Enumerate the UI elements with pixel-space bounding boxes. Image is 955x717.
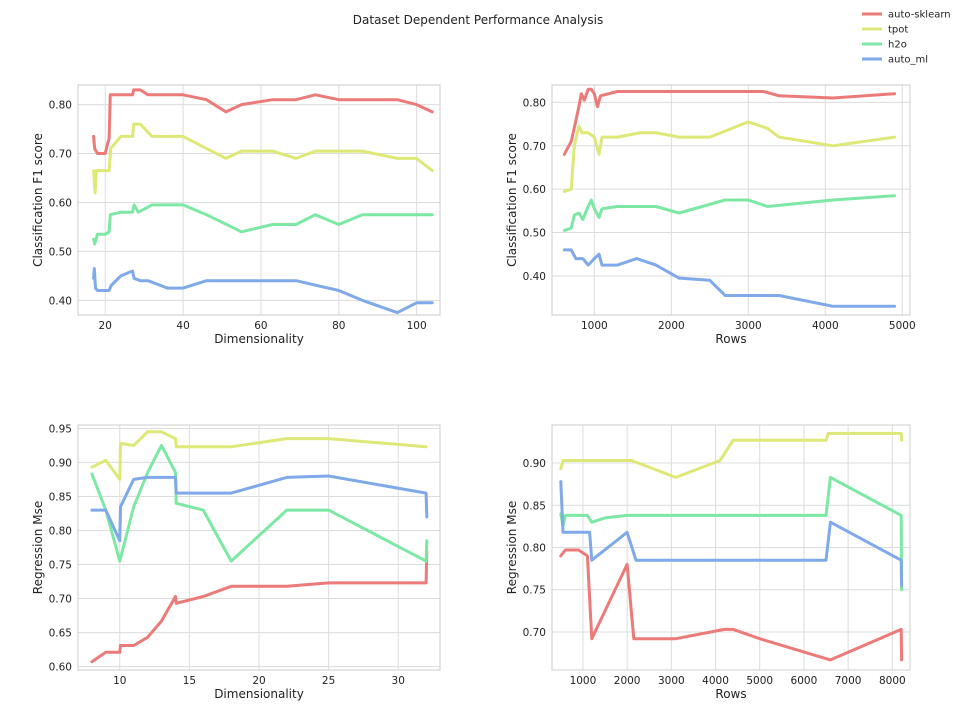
x-tick-label: 6000 [791, 675, 818, 687]
y-tick-label: 0.95 [49, 423, 72, 435]
x-tick-label: 8000 [879, 675, 906, 687]
series-group [559, 431, 904, 662]
x-tick-label: 2000 [658, 320, 685, 332]
series-line-tpot [559, 431, 904, 479]
legend-label-auto_ml: auto_ml [888, 55, 928, 66]
series-line-tpot [562, 120, 897, 193]
legend-label-h2o: h2o [888, 40, 907, 51]
x-axis-label: Rows [715, 687, 746, 701]
legend-label-auto-sklearn: auto-sklearn [888, 10, 951, 21]
chart-panel-1: 20 40 60 80 100 0.40 0.50 0.60 0.70 0.80 Dimension… [31, 84, 441, 346]
x-tick-label: 2000 [614, 675, 641, 687]
y-tick-label: 0.75 [523, 585, 546, 597]
series-line-auto_ml [559, 480, 904, 587]
x-tick-label: 60 [254, 320, 267, 332]
y-tick-label: 0.50 [49, 246, 72, 258]
y-axis-label: Classification F1 score [505, 133, 519, 267]
series-line-auto_ml [90, 474, 429, 543]
y-tick-label: 0.90 [49, 457, 72, 469]
x-tick-label: 7000 [835, 675, 862, 687]
y-tick-label: 0.65 [49, 628, 72, 640]
y-tick-label: 0.75 [49, 560, 72, 572]
series-line-auto-sklearn [562, 87, 897, 156]
y-tick-label: 0.60 [523, 184, 546, 196]
legend-label-tpot: tpot [888, 25, 908, 36]
series-line-h2o [92, 203, 434, 246]
x-axis-label: Dimensionality [214, 687, 304, 701]
y-tick-label: 0.60 [49, 197, 72, 209]
figure-title: Dataset Dependent Performance Analysis [353, 13, 603, 27]
y-tick-label: 0.80 [49, 525, 72, 537]
chart-panel-4: 1000 2000 3000 4000 5000 6000 7000 8000 0.70 0.75… [505, 424, 911, 701]
x-tick-label: 1000 [581, 320, 608, 332]
x-tick-label: 15 [183, 675, 196, 687]
series-group [562, 87, 897, 308]
chart-panel-3: 10 15 20 25 30 0.60 0.65 0.70 0.75 0.80 0.85 0.90 0.… [31, 423, 441, 701]
x-tick-label: 4000 [812, 320, 839, 332]
series-line-h2o [559, 475, 904, 592]
y-tick-label: 0.60 [49, 662, 72, 674]
charts-container: 20 40 60 80 100 0.40 0.50 0.60 0.70 0.80 Dimension… [31, 84, 916, 701]
plot-frame [77, 424, 441, 671]
y-tick-label: 0.70 [523, 627, 546, 639]
x-tick-label: 1000 [570, 675, 597, 687]
y-tick-label: 0.85 [523, 500, 546, 512]
y-tick-label: 0.50 [523, 228, 546, 240]
x-axis-label: Rows [715, 332, 746, 346]
x-tick-label: 20 [99, 320, 112, 332]
y-tick-label: 0.90 [523, 458, 546, 470]
y-tick-label: 0.70 [49, 149, 72, 161]
series-group [90, 430, 429, 664]
x-tick-label: 100 [407, 320, 427, 332]
x-axis-label: Dimensionality [214, 332, 304, 346]
series-line-auto-sklearn [90, 549, 429, 664]
series-line-h2o [562, 194, 897, 232]
x-tick-label: 30 [392, 675, 405, 687]
x-tick-label: 3000 [735, 320, 762, 332]
y-axis-label: Regression Mse [31, 501, 45, 594]
y-tick-label: 0.40 [49, 295, 72, 307]
series-line-tpot [90, 430, 428, 481]
x-tick-label: 10 [113, 675, 126, 687]
legend: auto-sklearn tpot h2o auto_ml [862, 10, 951, 66]
x-tick-label: 20 [252, 675, 265, 687]
series-line-auto_ml [562, 248, 897, 308]
x-tick-label: 80 [332, 320, 345, 332]
plot-frame [551, 84, 911, 316]
y-tick-label: 0.70 [49, 594, 72, 606]
y-tick-label: 0.70 [523, 141, 546, 153]
series-group [92, 88, 434, 315]
y-axis-label: Regression Mse [505, 501, 519, 594]
series-line-auto-sklearn [92, 88, 434, 155]
y-tick-label: 0.80 [49, 100, 72, 112]
series-line-auto_ml [92, 267, 434, 315]
x-tick-label: 40 [176, 320, 189, 332]
series-line-tpot [92, 122, 434, 195]
x-tick-label: 4000 [702, 675, 729, 687]
x-tick-label: 5000 [746, 675, 773, 687]
y-tick-label: 0.40 [523, 271, 546, 283]
x-tick-label: 3000 [658, 675, 685, 687]
plot-frame [551, 424, 911, 671]
y-tick-label: 0.85 [49, 491, 72, 503]
series-line-auto-sklearn [559, 548, 904, 662]
y-tick-label: 0.80 [523, 97, 546, 109]
x-tick-label: 5000 [889, 320, 916, 332]
plot-frame [77, 84, 441, 316]
chart-panel-2: 1000 2000 3000 4000 5000 0.40 0.50 0.60 0.70 0.80… [505, 84, 916, 346]
x-tick-label: 25 [322, 675, 335, 687]
y-axis-label: Classification F1 score [31, 133, 45, 267]
y-tick-label: 0.80 [523, 543, 546, 555]
